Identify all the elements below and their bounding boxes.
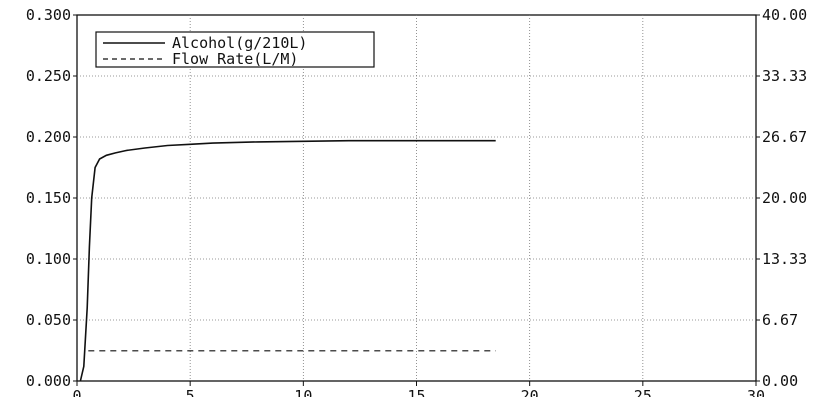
x-tick-label: 30 (747, 387, 765, 397)
y-tick-label: 0.150 (26, 189, 71, 207)
y2-tick-label: 40.00 (762, 6, 807, 24)
y2-tick-label: 20.00 (762, 189, 807, 207)
x-tick-label: 5 (186, 387, 195, 397)
y-tick-label: 0.000 (26, 372, 71, 390)
series-lines (79, 139, 496, 382)
legend-box (95, 31, 375, 68)
y2-tick-label: 33.33 (762, 67, 807, 85)
grid-lines (77, 15, 756, 381)
y-tick-label: 0.200 (26, 128, 71, 146)
y-tick-label: 0.050 (26, 311, 71, 329)
x-tick-label: 25 (634, 387, 652, 397)
y2-tick-label: 0.00 (762, 372, 798, 390)
legend-label-flow-rate: Flow Rate(L/M) (172, 50, 298, 68)
x-tick-label: 15 (407, 387, 425, 397)
x-tick-label: 10 (294, 387, 312, 397)
tick-labels: 0 5 10 15 20 25 30 0.000 0.050 0.100 0.150 0.200 0.2… (26, 6, 807, 397)
y-tick-label: 0.100 (26, 250, 71, 268)
y2-tick-label: 13.33 (762, 250, 807, 268)
x-tick-label: 20 (521, 387, 539, 397)
y2-tick-label: 6.67 (762, 311, 798, 329)
legend: Alcohol(g/210L) Flow Rate(L/M) (95, 31, 375, 68)
x-tick-label: 0 (72, 387, 81, 397)
y-tick-label: 0.250 (26, 67, 71, 85)
legend-label-alcohol: Alcohol(g/210L) (172, 34, 307, 52)
y2-tick-label: 26.67 (762, 128, 807, 146)
series-line-alcohol (79, 139, 496, 382)
y-tick-label: 0.300 (26, 6, 71, 24)
